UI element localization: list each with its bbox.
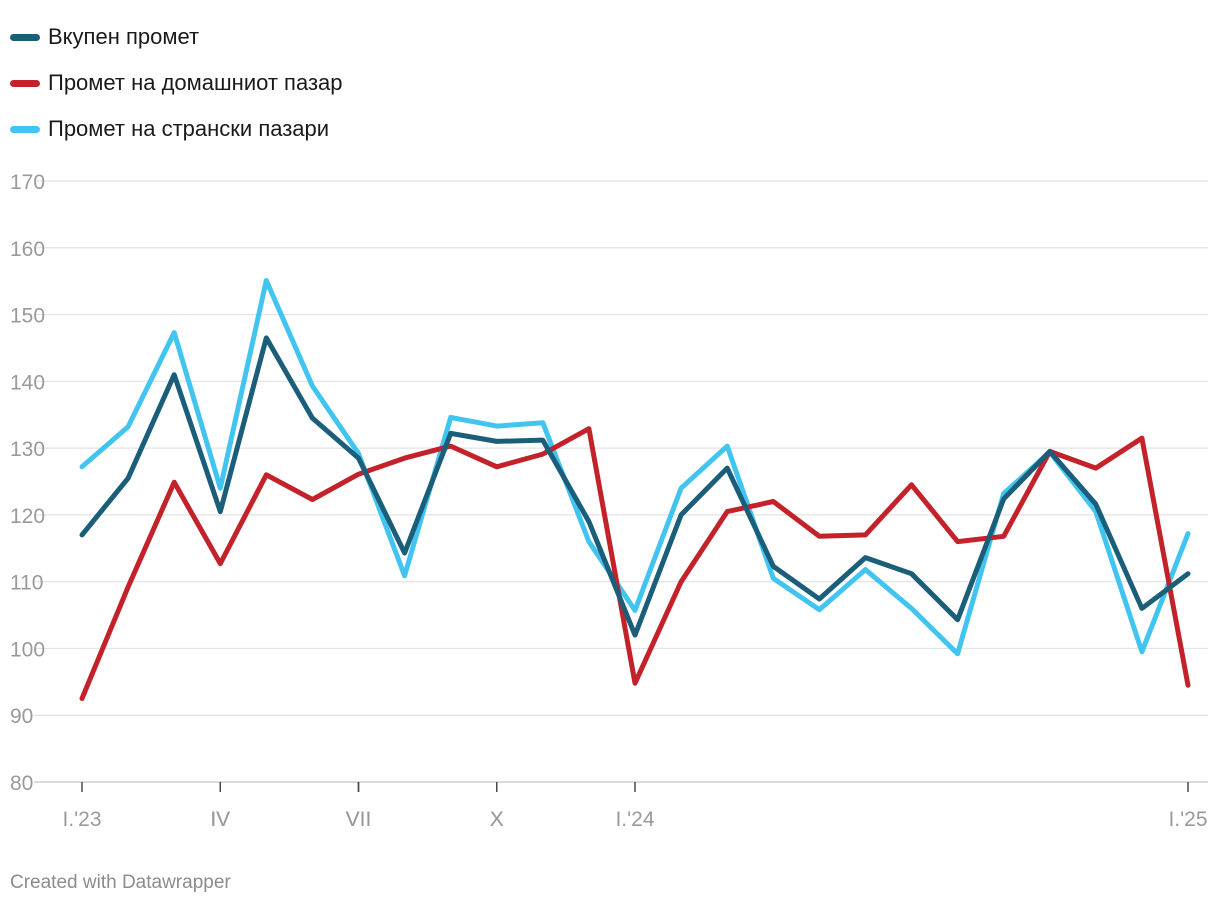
y-tick-label: 120 bbox=[10, 505, 45, 528]
series-line-total bbox=[79, 335, 1191, 638]
x-tick-label: IV bbox=[210, 808, 230, 831]
footer-credit: Created with Datawrapper bbox=[10, 872, 231, 893]
x-tick-label: I.'24 bbox=[615, 808, 654, 831]
legend-item: Вкупен промет bbox=[10, 14, 343, 60]
x-tick-label: X bbox=[490, 808, 504, 831]
legend-swatch-foreign bbox=[10, 125, 40, 133]
legend-item: Промет на странски пазари bbox=[10, 106, 343, 152]
y-tick-label: 140 bbox=[10, 371, 45, 394]
y-tick-label: 170 bbox=[10, 171, 45, 194]
y-tick-label: 90 bbox=[10, 705, 33, 728]
x-tick-label: X bbox=[490, 808, 504, 831]
legend: Вкупен промет Промет на домашниот пазар … bbox=[10, 14, 343, 152]
y-tick-label: 160 bbox=[10, 238, 45, 261]
x-tick-label: VII bbox=[346, 808, 372, 831]
y-tick-label: 150 bbox=[10, 305, 45, 328]
x-tick-label: VII bbox=[346, 808, 372, 831]
line-chart: 80 90 100 110 120 130 140 150 160 170 I.'23 IV VII X I… bbox=[10, 171, 1208, 831]
y-tick-label: 80 bbox=[10, 772, 33, 795]
legend-swatch-domestic bbox=[10, 79, 40, 87]
series-line-domestic bbox=[79, 426, 1191, 701]
y-tick-label: 130 bbox=[10, 438, 45, 461]
series-line-foreign bbox=[79, 278, 1191, 657]
y-tick-label: 100 bbox=[10, 638, 45, 661]
x-tick-label: I.'25 bbox=[1168, 808, 1207, 831]
x-tick-label: IV bbox=[210, 808, 230, 831]
legend-label: Промет на странски пазари bbox=[48, 116, 330, 141]
legend-swatch-total bbox=[10, 33, 40, 41]
x-tick-label: I.'23 bbox=[62, 808, 101, 831]
y-tick-label: 110 bbox=[10, 572, 43, 595]
legend-label: Промет на домашниот пазар bbox=[48, 70, 343, 95]
legend-label: Вкупен промет bbox=[48, 24, 200, 49]
legend-item: Промет на домашниот пазар bbox=[10, 60, 343, 106]
